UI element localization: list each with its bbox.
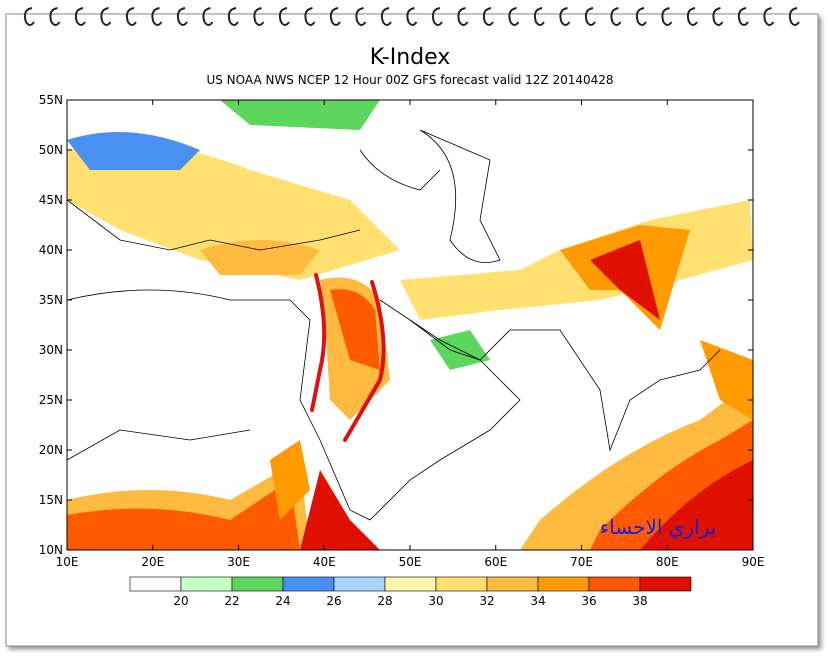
colorbar-box	[435, 576, 488, 592]
colorbar-box	[231, 576, 284, 592]
y-tick-label: 50N	[39, 143, 63, 157]
x-tick-label: 30E	[227, 555, 250, 569]
subtitle: US NOAA NWS NCEP 12 Hour 00Z GFS forecas…	[206, 73, 613, 87]
colorbar-box	[486, 576, 539, 592]
x-tick-label: 80E	[656, 555, 679, 569]
ring	[431, 7, 443, 26]
ring	[125, 7, 137, 26]
ring	[712, 7, 724, 26]
y-tick-label: 10N	[39, 543, 63, 557]
ring	[304, 7, 316, 26]
x-tick-label: 60E	[484, 555, 507, 569]
ring	[610, 7, 622, 26]
ring	[100, 7, 112, 26]
ring	[763, 7, 775, 26]
field	[67, 480, 300, 550]
colorbar-label: 34	[530, 594, 545, 608]
field	[330, 289, 380, 370]
ring	[278, 7, 290, 26]
watermark: براري الاحساء	[600, 515, 717, 540]
ring	[661, 7, 673, 26]
ring	[227, 7, 239, 26]
field	[200, 240, 320, 275]
ring	[74, 7, 86, 26]
ring	[533, 7, 545, 26]
ring	[151, 7, 163, 26]
field	[270, 440, 310, 520]
x-tick-label: 50E	[399, 555, 422, 569]
colorbar-label: 26	[326, 594, 341, 608]
ring	[482, 7, 494, 26]
field	[590, 240, 660, 320]
y-tick-label: 45N	[39, 193, 63, 207]
binding	[23, 7, 800, 26]
y-tick-label: 30N	[39, 343, 63, 357]
annotation-line	[343, 280, 386, 442]
y-tick-label: 25N	[39, 393, 63, 407]
colorbar-label: 32	[479, 594, 494, 608]
ring	[176, 7, 188, 26]
axis-ticks: 10E 20E 30E 40E 50E 60E 70E 80E 90E 10N 15N 20N 25N 3…	[39, 93, 765, 569]
field	[67, 132, 200, 170]
ring	[737, 7, 749, 26]
field	[700, 340, 753, 420]
colorbar-box	[588, 576, 641, 592]
colorbar-box	[333, 576, 386, 592]
colorbar: 20 22 24 26 28 30 32 34 36 38	[129, 576, 692, 608]
ring	[380, 7, 392, 26]
field	[640, 460, 753, 550]
colorbar-box	[129, 576, 182, 592]
x-tick-label: 90E	[742, 555, 765, 569]
colorbar-box	[639, 576, 692, 592]
ring	[202, 7, 214, 26]
ring	[49, 7, 61, 26]
colorbar-label: 36	[581, 594, 596, 608]
field	[67, 143, 400, 280]
ring	[329, 7, 341, 26]
ring	[23, 7, 35, 26]
x-tick-label: 40E	[313, 555, 336, 569]
y-tick-label: 15N	[39, 493, 63, 507]
ring	[559, 7, 571, 26]
colorbar-box	[537, 576, 590, 592]
y-tick-label: 20N	[39, 443, 63, 457]
field	[220, 100, 380, 130]
y-tick-label: 55N	[39, 93, 63, 107]
colorbar-label: 20	[173, 594, 188, 608]
ring	[355, 7, 367, 26]
ring	[508, 7, 520, 26]
colorbar-box	[384, 576, 437, 592]
colorbar-box	[282, 576, 335, 592]
x-tick-label: 10E	[56, 555, 79, 569]
ring	[457, 7, 469, 26]
colorbar-label: 38	[632, 594, 647, 608]
map-field	[67, 100, 753, 550]
ring	[406, 7, 418, 26]
y-tick-label: 40N	[39, 243, 63, 257]
ring	[635, 7, 647, 26]
field	[300, 470, 380, 550]
ring	[584, 7, 596, 26]
y-tick-label: 35N	[39, 293, 63, 307]
colorbar-label: 24	[275, 594, 290, 608]
x-tick-label: 70E	[570, 555, 593, 569]
coastlines	[67, 129, 721, 521]
colorbar-label: 28	[377, 594, 392, 608]
annotation-line	[310, 273, 327, 412]
x-tick-label: 20E	[141, 555, 164, 569]
title: K-Index	[370, 45, 451, 70]
ring	[788, 7, 800, 26]
colorbar-label: 22	[224, 594, 239, 608]
colorbar-box	[180, 576, 233, 592]
ring	[686, 7, 698, 26]
ring	[253, 7, 265, 26]
colorbar-label: 30	[428, 594, 443, 608]
